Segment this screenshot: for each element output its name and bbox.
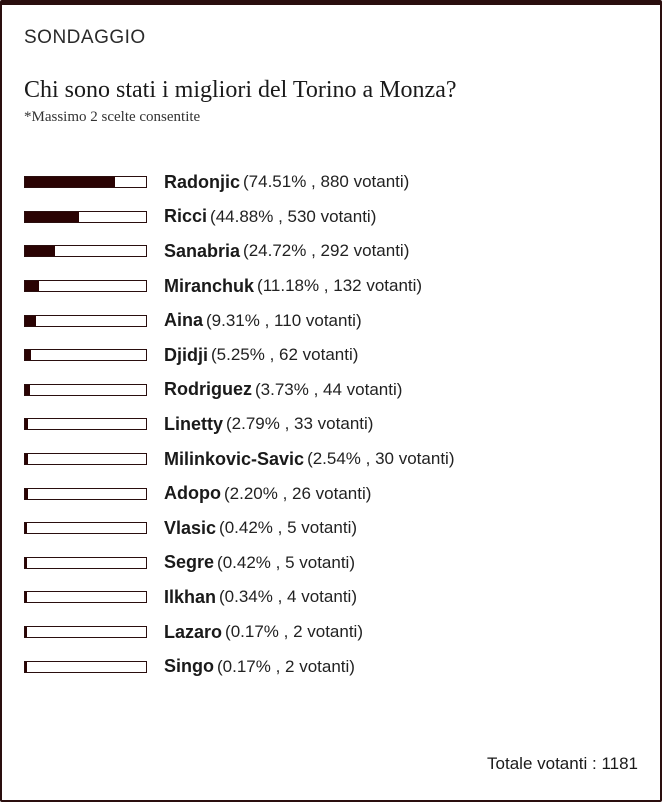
poll-option-stats: (44.88% , 530 votanti) <box>210 206 377 226</box>
poll-option-bar-fill <box>25 211 80 222</box>
poll-option-bar-fill <box>25 419 29 430</box>
poll-option-stats: (24.72% , 292 votanti) <box>243 241 410 261</box>
poll-option-bar <box>24 349 147 362</box>
poll-option-stats: (2.20% , 26 votanti) <box>223 483 372 503</box>
poll-option-bar-fill <box>25 488 28 499</box>
poll-option[interactable]: Adopo (2.20% , 26 votanti) <box>24 476 644 511</box>
poll-option-bar-fill <box>25 592 27 603</box>
poll-option-name: Lazaro <box>164 621 223 642</box>
poll-option-bar-fill <box>25 246 55 257</box>
poll-option[interactable]: Ilkhan (0.34% , 4 votanti) <box>24 580 644 615</box>
poll-option-stats: (0.34% , 4 votanti) <box>219 587 357 607</box>
poll-option-name: Adopo <box>164 483 221 504</box>
poll-option-name: Djidji <box>164 344 208 365</box>
total-voters-value: 1181 <box>601 754 638 773</box>
poll-option[interactable]: Aina (9.31% , 110 votanti) <box>24 303 644 338</box>
poll-option-bar <box>24 314 147 327</box>
poll-option[interactable]: Milinkovic-Savic (2.54% , 30 votanti) <box>24 442 644 477</box>
poll-option-name: Ricci <box>164 206 208 227</box>
poll-question: Chi sono stati i migliori del Torino a M… <box>24 77 457 103</box>
poll-option[interactable]: Rodriguez (3.73% , 44 votanti) <box>24 373 644 408</box>
poll-option-name: Singo <box>164 656 214 677</box>
poll-option-name: Rodriguez <box>164 379 252 400</box>
poll-option-stats: (0.17% , 2 votanti) <box>217 656 355 676</box>
poll-option-bar <box>24 487 147 500</box>
poll-option-stats: (11.18% , 132 votanti) <box>257 276 423 296</box>
poll-option[interactable]: Lazaro (0.17% , 2 votanti) <box>24 615 644 650</box>
poll-option[interactable]: Djidji (5.25% , 62 votanti) <box>24 338 644 373</box>
poll-option-bar-fill <box>25 454 29 465</box>
poll-option[interactable]: Vlasic (0.42% , 5 votanti) <box>24 511 644 546</box>
poll-option-bar <box>24 418 147 431</box>
poll-option-bar-fill <box>25 627 27 638</box>
poll-option-bar <box>24 556 147 569</box>
poll-option-name: Ilkhan <box>164 586 217 607</box>
poll-option-bar-fill <box>25 177 116 188</box>
poll-option-bar-fill <box>25 350 32 361</box>
total-voters: Totale votanti : 1181 <box>487 754 638 774</box>
poll-option[interactable]: Radonjic (74.51% , 880 votanti) <box>24 165 644 200</box>
poll-option-bar-fill <box>25 315 37 326</box>
poll-option-bar <box>24 176 147 189</box>
poll-option[interactable]: Ricci (44.88% , 530 votanti) <box>24 200 644 235</box>
poll-option-name: Miranchuk <box>164 275 255 296</box>
poll-label: SONDAGGIO <box>24 27 146 48</box>
poll-option-bar <box>24 453 147 466</box>
poll-option-name: Segre <box>164 552 215 573</box>
poll-option-name: Vlasic <box>164 517 217 538</box>
poll-option-bar-fill <box>25 661 27 672</box>
poll-option-bar <box>24 591 147 604</box>
poll-option-stats: (3.73% , 44 votanti) <box>255 379 403 399</box>
poll-option[interactable]: Singo (0.17% , 2 votanti) <box>24 649 644 684</box>
poll-option-stats: (0.42% , 5 votanti) <box>219 518 358 538</box>
poll-option-stats: (0.17% , 2 votanti) <box>225 622 363 642</box>
poll-option[interactable]: Sanabria (24.72% , 292 votanti) <box>24 234 644 269</box>
poll-option-stats: (74.51% , 880 votanti) <box>243 172 410 192</box>
poll-option-bar-fill <box>25 281 39 292</box>
poll-note: *Massimo 2 scelte consentite <box>24 109 201 125</box>
poll-options: Radonjic (74.51% , 880 votanti) Ricci (44.8… <box>24 165 644 684</box>
poll-option-bar <box>24 245 147 258</box>
poll-option-stats: (0.42% , 5 votanti) <box>217 552 355 572</box>
poll-option-name: Milinkovic-Savic <box>164 448 305 469</box>
total-voters-separator: : <box>591 754 597 773</box>
poll-option-name: Aina <box>164 310 204 331</box>
poll-option-stats: (2.79% , 33 votanti) <box>226 414 374 434</box>
poll-option-stats: (2.54% , 30 votanti) <box>307 449 455 469</box>
poll-option-bar-fill <box>25 557 27 568</box>
poll-option-name: Linetty <box>164 413 224 434</box>
poll-option-bar-fill <box>25 384 30 395</box>
poll-option[interactable]: Segre (0.42% , 5 votanti) <box>24 546 644 581</box>
poll-option-stats: (5.25% , 62 votanti) <box>211 345 359 365</box>
poll-option-bar <box>24 626 147 639</box>
poll-option[interactable]: Linetty (2.79% , 33 votanti) <box>24 407 644 442</box>
poll-option-bar <box>24 383 147 396</box>
poll-option-name: Radonjic <box>164 171 241 192</box>
total-voters-label: Totale votanti <box>487 754 588 773</box>
poll-option-name: Sanabria <box>164 240 241 261</box>
poll-option-bar <box>24 522 147 535</box>
poll-option-bar <box>24 660 147 673</box>
poll-option-bar <box>24 280 147 293</box>
poll-option-bar <box>24 210 147 223</box>
poll-option-stats: (9.31% , 110 votanti) <box>206 310 362 330</box>
poll-option-bar-fill <box>25 523 27 534</box>
poll-option[interactable]: Miranchuk (11.18% , 132 votanti) <box>24 269 644 304</box>
